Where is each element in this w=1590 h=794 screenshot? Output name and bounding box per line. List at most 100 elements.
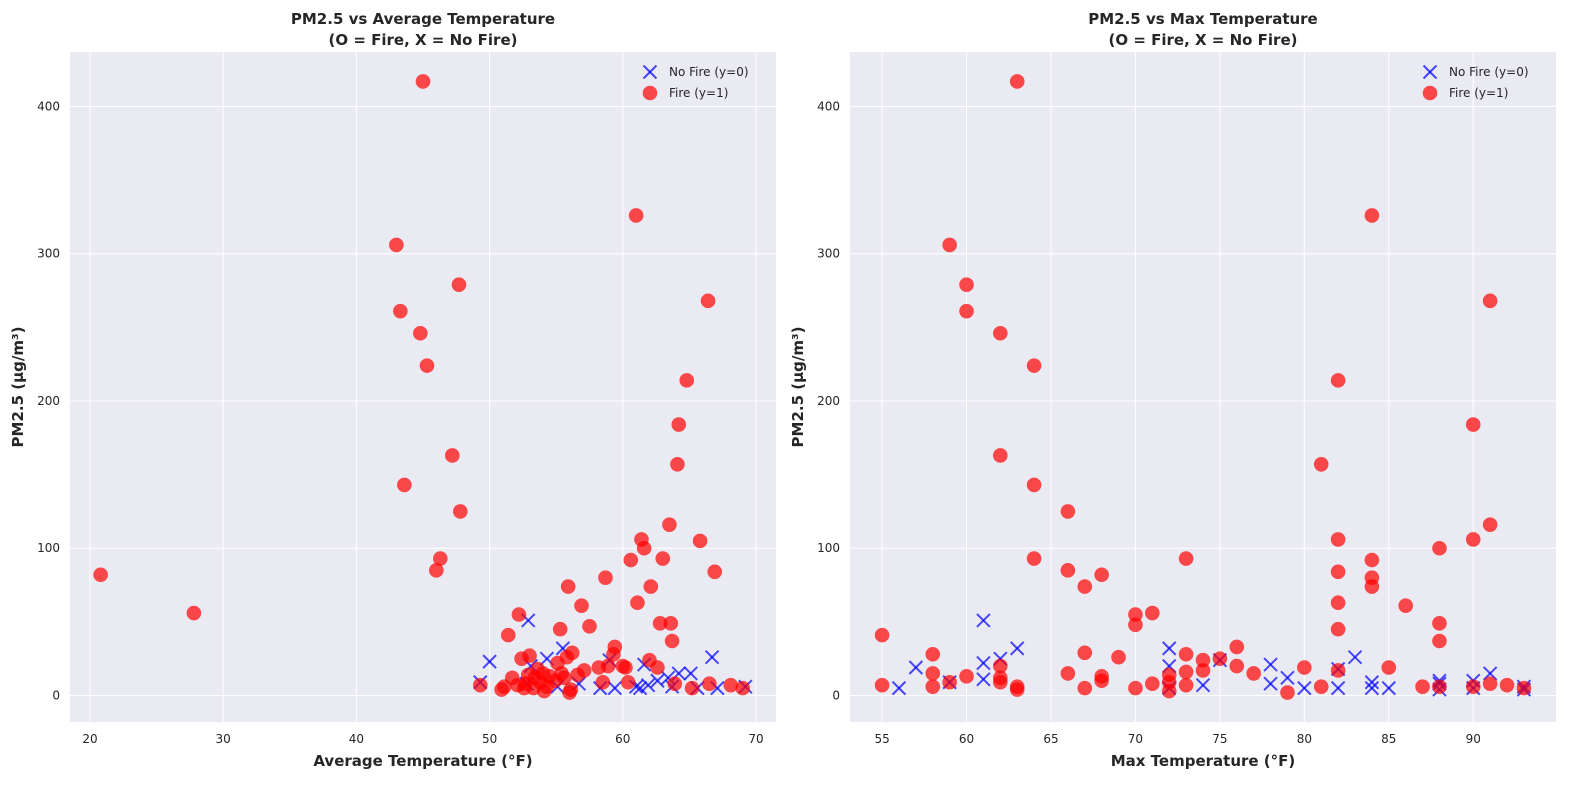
fire-point <box>451 277 467 292</box>
fire-point <box>1482 676 1498 692</box>
fire-point <box>1297 660 1312 675</box>
x-tick-label: 40 <box>349 732 364 746</box>
fire-point <box>636 540 652 556</box>
fire-point <box>1195 652 1211 668</box>
y-tick-label: 400 <box>37 99 60 113</box>
no-fire-point <box>1364 680 1380 696</box>
fire-point <box>1009 679 1025 694</box>
fire-point <box>598 570 613 585</box>
no-fire-point <box>1330 680 1346 696</box>
legend-label: Fire (y=1) <box>669 86 728 100</box>
fire-point <box>1060 666 1076 681</box>
x-tick-label: 60 <box>615 732 630 746</box>
fire-point <box>707 564 723 580</box>
fire-point <box>618 660 633 675</box>
fire-point <box>664 633 680 649</box>
fire-point <box>1465 679 1481 694</box>
no-fire-point <box>976 672 991 687</box>
x-tick-label: 60 <box>959 732 974 746</box>
no-fire-point <box>976 655 991 671</box>
fire-point <box>563 682 579 697</box>
fire-point <box>874 677 890 693</box>
x-tick-label: 80 <box>1297 732 1312 746</box>
no-fire-point <box>1263 676 1278 691</box>
fire-point <box>1026 358 1042 373</box>
y-tick-label: 200 <box>37 394 60 408</box>
fire-point <box>1111 649 1126 665</box>
fire-point <box>679 373 695 388</box>
no-fire-point <box>1280 670 1295 686</box>
legend-marker-circle <box>642 85 658 101</box>
fire-point <box>560 579 576 594</box>
fire-point <box>600 658 616 674</box>
data-points <box>93 74 753 700</box>
fire-point <box>1229 639 1245 655</box>
x-tick-label: 70 <box>748 732 763 746</box>
no-fire-point <box>1381 680 1396 696</box>
no-fire-point <box>891 680 907 696</box>
fire-point <box>397 477 412 493</box>
fire-point <box>556 670 572 686</box>
no-fire-point <box>632 680 648 696</box>
fire-point <box>874 627 890 643</box>
fire-point <box>650 660 665 675</box>
x-tick-label: 30 <box>216 732 231 746</box>
fire-point <box>1330 595 1346 611</box>
fire-point <box>576 663 592 678</box>
fire-point <box>1330 621 1346 637</box>
fire-point <box>1178 664 1194 680</box>
y-tick-label: 100 <box>37 541 60 555</box>
fire-point <box>500 627 516 643</box>
y-tick-label: 100 <box>817 541 840 555</box>
fire-point <box>652 616 668 631</box>
fire-point <box>630 595 645 611</box>
no-fire-point <box>976 613 991 628</box>
fire-point <box>671 417 687 432</box>
data-points <box>874 74 1532 700</box>
fire-point <box>1432 616 1447 631</box>
y-tick-label: 300 <box>817 247 840 261</box>
fire-point <box>993 325 1008 341</box>
fire-point <box>393 303 408 319</box>
fire-point <box>1060 563 1076 578</box>
fire-point <box>959 277 974 292</box>
fire-point <box>1482 517 1498 532</box>
chart-subtitle: (O = Fire, X = No Fire) <box>1109 31 1298 49</box>
legend-marker-x <box>1422 64 1438 80</box>
legend-label: No Fire (y=0) <box>1449 65 1529 79</box>
fire-point <box>1077 645 1093 661</box>
no-fire-point <box>683 666 698 681</box>
y-tick-label: 0 <box>832 688 840 702</box>
x-tick-label: 20 <box>82 732 97 746</box>
fire-point <box>1330 532 1346 547</box>
fire-point <box>643 579 659 594</box>
chart-title: PM2.5 vs Max Temperature <box>1088 10 1317 28</box>
fire-point <box>628 208 644 223</box>
fire-point <box>452 504 468 519</box>
y-tick-label: 400 <box>817 99 840 113</box>
x-tick-label: 55 <box>874 732 889 746</box>
fire-point <box>1364 208 1380 223</box>
fire-point <box>1094 673 1109 689</box>
legend-label: Fire (y=1) <box>1449 86 1508 100</box>
fire-point <box>1145 605 1160 621</box>
fire-point <box>620 674 636 690</box>
y-tick-label: 0 <box>52 688 60 702</box>
no-fire-point <box>908 660 924 675</box>
fire-point <box>1482 293 1498 309</box>
fire-point <box>1229 658 1245 674</box>
fire-point <box>93 567 108 583</box>
no-fire-point <box>1162 641 1177 656</box>
fire-point <box>1077 579 1093 594</box>
fire-point <box>684 680 700 696</box>
fire-point <box>1009 74 1025 89</box>
legend-marker-x <box>642 64 658 80</box>
fire-point <box>1465 532 1481 547</box>
y-tick-label: 200 <box>817 394 840 408</box>
x-tick-label: 85 <box>1381 732 1396 746</box>
no-fire-point <box>704 650 720 665</box>
y-axis-label: PM2.5 (µg/m³) <box>789 327 807 448</box>
x-tick-label: 75 <box>1212 732 1227 746</box>
fire-point <box>472 677 488 693</box>
